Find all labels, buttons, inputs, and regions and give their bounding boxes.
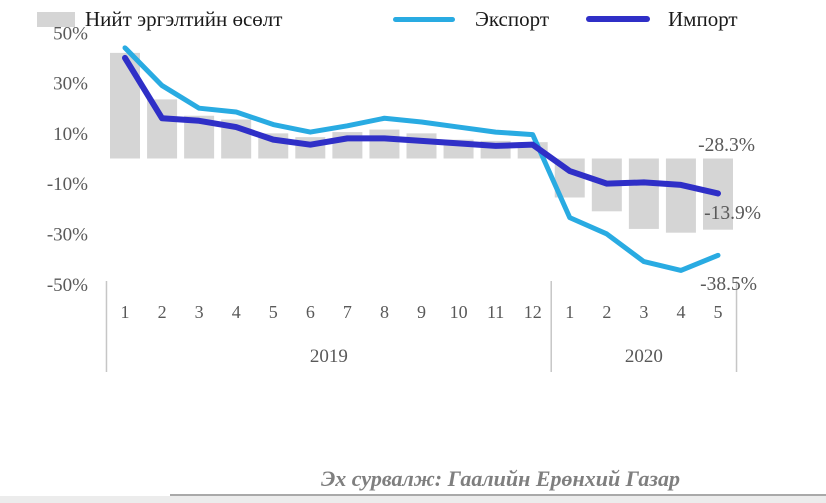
y-tick-label: 50% xyxy=(53,23,88,44)
month-tick-label: 9 xyxy=(417,302,426,322)
legend-label-import: Импорт xyxy=(668,7,738,31)
total-turnover-bar xyxy=(406,133,437,159)
total-turnover-bar xyxy=(369,129,400,159)
month-tick-label: 1 xyxy=(565,302,574,322)
y-tick-label: 10% xyxy=(53,124,88,145)
month-tick-label: 3 xyxy=(195,302,204,322)
total-turnover-bar xyxy=(665,158,696,233)
legend-label-total-turnover: Нийт эргэлтийн өсөлт xyxy=(85,7,283,31)
month-tick-label: 5 xyxy=(269,302,278,322)
total-turnover-bar xyxy=(147,99,178,159)
month-tick-label: 2 xyxy=(158,302,167,322)
month-tick-label: 4 xyxy=(676,302,685,322)
legend-label-export: Экспорт xyxy=(475,7,550,31)
legend-swatch-total-turnover xyxy=(37,12,75,27)
combo-chart: 50%30%10%-10%-30%-50% 1 2 3 4 5 6 7 8 9 10 11 12 1 2 3… xyxy=(47,23,761,372)
y-tick-label: -10% xyxy=(47,174,88,195)
export-line xyxy=(122,45,721,273)
y-tick-label: 30% xyxy=(53,74,88,95)
chart-legend: Нийт эргэлтийн өсөлт Экспорт Импорт xyxy=(0,0,826,48)
source-caption: Эх сурвалж: Гаалийн Ерөнхий Газар xyxy=(320,466,680,491)
month-tick-label: 3 xyxy=(639,302,648,322)
total-turnover-bar xyxy=(628,158,659,229)
year-label: 2020 xyxy=(625,346,663,367)
month-tick-label: 7 xyxy=(343,302,352,322)
chart-lines xyxy=(122,45,721,273)
chart-separators xyxy=(105,281,738,372)
legend-swatch-export-line xyxy=(393,17,455,22)
month-tick-label: 8 xyxy=(380,302,389,322)
annotation-label: -38.5% xyxy=(700,274,757,295)
import-line xyxy=(122,54,721,197)
x-axis-month-labels: 1 2 3 4 5 6 7 8 9 10 11 12 1 2 3 4 5 xyxy=(121,302,723,322)
y-tick-label: -30% xyxy=(47,224,88,245)
bottom-table-edge xyxy=(0,496,826,503)
annotation-label: -28.3% xyxy=(698,135,755,156)
total-turnover-bar xyxy=(110,52,140,159)
bottom-table-border xyxy=(170,494,826,496)
month-tick-label: 6 xyxy=(306,302,315,322)
x-axis-year-labels: 2019 2020 xyxy=(310,346,663,367)
month-tick-label: 4 xyxy=(232,302,241,322)
y-axis-tick-labels: 50% 30% 10% -10% -30% -50% xyxy=(47,23,88,296)
y-tick-label: -50% xyxy=(47,275,88,296)
data-annotations: -28.3% -13.9% -38.5% xyxy=(698,135,761,295)
month-tick-label: 12 xyxy=(524,302,542,322)
month-tick-label: 10 xyxy=(450,302,468,322)
month-tick-label: 1 xyxy=(121,302,130,322)
year-label: 2019 xyxy=(310,346,348,367)
annotation-label: -13.9% xyxy=(704,203,761,224)
month-tick-label: 2 xyxy=(602,302,611,322)
month-tick-label: 11 xyxy=(487,302,504,322)
legend-swatch-import-line xyxy=(586,16,650,22)
month-tick-label: 5 xyxy=(714,302,723,322)
